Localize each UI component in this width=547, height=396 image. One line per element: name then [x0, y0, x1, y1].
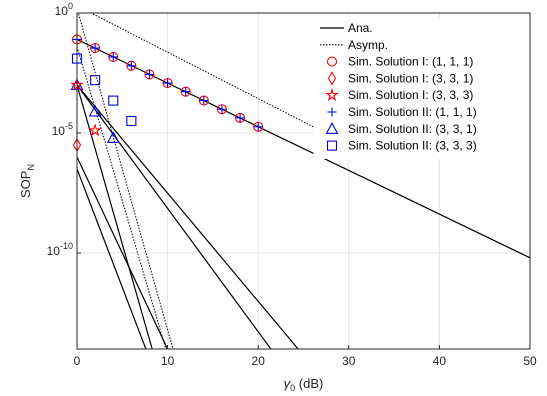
- sim-marker-plus: [253, 122, 263, 132]
- asymptotic-curve: [89, 13, 350, 146]
- legend-marker-circle: [326, 56, 338, 67]
- sim-marker-plus: [163, 78, 173, 88]
- y-tick-label: 10-5: [52, 121, 73, 138]
- legend-label: Sim. Solution II: (1, 1, 1): [348, 105, 477, 119]
- asymptotic-curve: [77, 46, 167, 349]
- y-axis-label: SOPN: [18, 164, 36, 198]
- x-tick-label: 50: [523, 354, 537, 368]
- analytical-curve: [77, 84, 153, 349]
- x-tick-label: 40: [433, 354, 447, 368]
- legend: Ana. Asymp. Sim. Solution I: (1, 1, 1) Sim.…: [313, 17, 530, 159]
- legend-entry: Sim. Solution I: (3, 3, 3): [324, 87, 473, 102]
- analytical-curve: [77, 84, 299, 349]
- legend-marker-square: [326, 140, 338, 151]
- y-tick-label: 10-10: [47, 241, 73, 258]
- legend-label: Ana.: [348, 21, 373, 35]
- x-tick-label: 30: [342, 354, 356, 368]
- analytical-curve: [77, 84, 272, 349]
- legend-marker-plus: [327, 107, 337, 117]
- asymptotic-curve: [77, 13, 174, 349]
- x-tick-label: 20: [252, 354, 266, 368]
- legend-entry: Sim. Solution I: (3, 3, 1): [327, 71, 473, 86]
- legend-entry: Ana.: [320, 21, 373, 35]
- legend-marker-triangle: [325, 122, 339, 134]
- plot-frame: [76, 12, 531, 350]
- legend-box: [313, 17, 530, 159]
- sim-marker-square: [126, 115, 137, 127]
- sim-marker-plus: [217, 104, 227, 114]
- sim-marker-star: [88, 123, 103, 137]
- legend-entry: Sim. Solution I: (1, 1, 1): [326, 55, 473, 69]
- sim-marker-plus: [235, 113, 245, 123]
- legend-label: Sim. Solution I: (3, 3, 3): [348, 88, 473, 102]
- sim-marker-plus: [144, 69, 154, 79]
- x-axis-label: γ0 (dB): [284, 376, 324, 393]
- sim-marker-plus: [90, 43, 100, 53]
- sim-marker-square: [108, 95, 119, 106]
- analytical-curve: [77, 168, 147, 349]
- legend-label: Sim. Solution I: (3, 3, 1): [348, 71, 473, 85]
- legend-entry: Sim. Solution II: (1, 1, 1): [327, 105, 477, 119]
- legend-label: Sim. Solution II: (3, 3, 3): [348, 139, 477, 153]
- legend-label: Asymp.: [348, 38, 388, 52]
- y-axis-label-sub: N: [26, 164, 36, 171]
- legend-entry: Sim. Solution II: (3, 3, 3): [326, 139, 477, 153]
- legend-marker-diamond: [327, 71, 337, 86]
- axis-ticks: 0 10 20 30 40 50 100 10-5 10-10: [47, 1, 537, 368]
- x-tick-label: 0: [74, 354, 81, 368]
- sim-marker-plus: [108, 52, 118, 62]
- x-axis-label-unit: (dB): [295, 376, 323, 391]
- sim-marker-plus: [126, 61, 136, 71]
- sim-marker-square: [90, 75, 101, 86]
- sim-marker-plus: [181, 87, 191, 97]
- x-axis-label-symbol: γ: [284, 376, 292, 391]
- analytical-curve: [77, 156, 169, 349]
- sim-marker-triangle: [88, 104, 102, 117]
- analytical-curve: [77, 38, 530, 259]
- x-axis-label-sub: 0: [290, 383, 295, 393]
- legend-marker-star: [324, 87, 340, 102]
- legend-label: Sim. Solution I: (1, 1, 1): [348, 55, 473, 69]
- legend-entry: Sim. Solution II: (3, 3, 1): [325, 122, 477, 136]
- x-tick-label: 10: [161, 354, 175, 368]
- y-axis-label-main: SOP: [18, 171, 33, 198]
- sim-marker-triangle: [106, 131, 120, 143]
- y-tick-label: 100: [55, 1, 73, 18]
- sim-marker-plus: [199, 96, 209, 106]
- legend-entry: Asymp.: [320, 38, 388, 52]
- legend-label: Sim. Solution II: (3, 3, 1): [348, 122, 477, 136]
